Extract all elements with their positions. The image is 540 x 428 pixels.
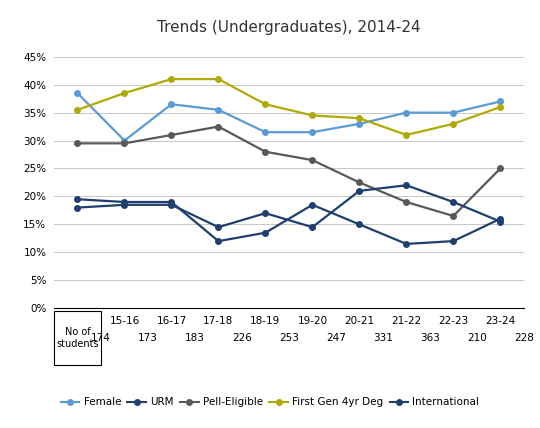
Female bbox=[309, 130, 315, 135]
Text: 247: 247 bbox=[326, 333, 346, 343]
Female bbox=[403, 110, 409, 115]
Pell-Eligible bbox=[215, 124, 222, 129]
International bbox=[215, 225, 222, 230]
Pell-Eligible bbox=[74, 141, 81, 146]
First Gen 4yr Deg bbox=[74, 107, 81, 113]
Text: 174: 174 bbox=[91, 333, 111, 343]
URM bbox=[74, 196, 81, 202]
Female bbox=[121, 138, 128, 143]
Female bbox=[450, 110, 457, 115]
Text: 331: 331 bbox=[373, 333, 393, 343]
International bbox=[309, 225, 315, 230]
Pell-Eligible bbox=[450, 214, 457, 219]
Line: Female: Female bbox=[75, 90, 503, 143]
First Gen 4yr Deg bbox=[168, 77, 175, 82]
FancyBboxPatch shape bbox=[54, 311, 101, 365]
First Gen 4yr Deg bbox=[497, 104, 503, 110]
Line: Pell-Eligible: Pell-Eligible bbox=[75, 124, 503, 219]
Text: 253: 253 bbox=[279, 333, 299, 343]
Line: International: International bbox=[75, 182, 503, 230]
International bbox=[74, 205, 81, 210]
International bbox=[497, 219, 503, 224]
Text: 226: 226 bbox=[232, 333, 252, 343]
Pell-Eligible bbox=[262, 149, 268, 155]
Pell-Eligible bbox=[309, 158, 315, 163]
Text: 363: 363 bbox=[420, 333, 440, 343]
Text: 173: 173 bbox=[138, 333, 158, 343]
First Gen 4yr Deg bbox=[450, 121, 457, 126]
URM bbox=[168, 199, 175, 205]
URM bbox=[356, 222, 363, 227]
URM bbox=[497, 216, 503, 221]
Pell-Eligible bbox=[168, 132, 175, 137]
Female bbox=[356, 121, 363, 126]
First Gen 4yr Deg bbox=[403, 132, 409, 137]
Pell-Eligible bbox=[497, 166, 503, 171]
Text: 228: 228 bbox=[514, 333, 534, 343]
International bbox=[403, 183, 409, 188]
Female bbox=[215, 107, 222, 113]
International bbox=[450, 199, 457, 205]
First Gen 4yr Deg bbox=[121, 90, 128, 95]
Text: 183: 183 bbox=[185, 333, 205, 343]
URM bbox=[403, 241, 409, 247]
First Gen 4yr Deg bbox=[309, 113, 315, 118]
Pell-Eligible bbox=[121, 141, 128, 146]
First Gen 4yr Deg bbox=[215, 77, 222, 82]
First Gen 4yr Deg bbox=[356, 116, 363, 121]
International bbox=[121, 202, 128, 208]
Pell-Eligible bbox=[403, 199, 409, 205]
URM bbox=[262, 230, 268, 235]
Line: First Gen 4yr Deg: First Gen 4yr Deg bbox=[75, 76, 503, 138]
URM bbox=[309, 202, 315, 208]
Female bbox=[497, 99, 503, 104]
URM bbox=[215, 238, 222, 244]
International bbox=[356, 188, 363, 193]
Female bbox=[262, 130, 268, 135]
Title: Trends (Undergraduates), 2014-24: Trends (Undergraduates), 2014-24 bbox=[157, 20, 421, 35]
Female bbox=[168, 102, 175, 107]
International bbox=[168, 202, 175, 208]
Legend: Female, URM, Pell-Eligible, First Gen 4yr Deg, International: Female, URM, Pell-Eligible, First Gen 4y… bbox=[57, 393, 483, 411]
Text: 210: 210 bbox=[467, 333, 487, 343]
Line: URM: URM bbox=[75, 196, 503, 247]
URM bbox=[121, 199, 128, 205]
Pell-Eligible bbox=[356, 180, 363, 185]
International bbox=[262, 211, 268, 216]
Text: No of
students: No of students bbox=[56, 327, 99, 349]
URM bbox=[450, 238, 457, 244]
Female bbox=[74, 90, 81, 95]
First Gen 4yr Deg bbox=[262, 102, 268, 107]
